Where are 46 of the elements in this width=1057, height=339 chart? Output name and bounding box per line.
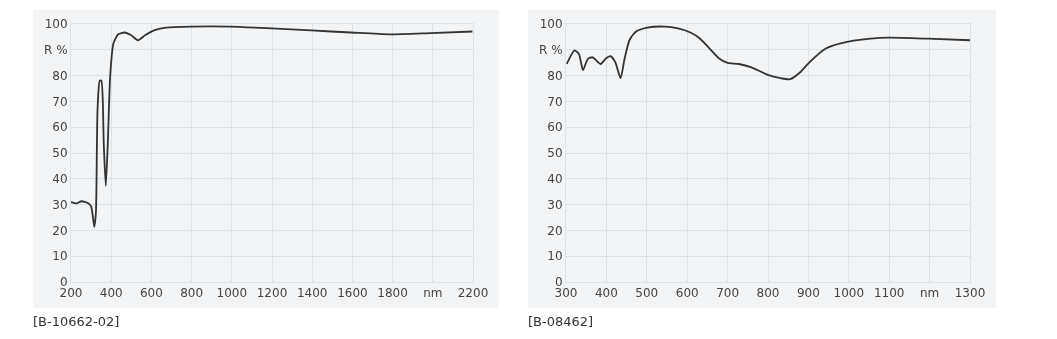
x-tick-label: 1200 bbox=[256, 286, 288, 301]
y-tick-label: 80 bbox=[547, 68, 563, 83]
x-tick-label: 400 bbox=[99, 286, 123, 301]
y-tick-label: 50 bbox=[547, 146, 563, 161]
x-tick-label: 1300 bbox=[954, 286, 986, 301]
x-tick-label: 400 bbox=[594, 286, 618, 301]
y-tick-label: 30 bbox=[52, 197, 68, 212]
y-tick-label: 10 bbox=[547, 249, 563, 264]
y-tick-label: R % bbox=[44, 43, 68, 57]
y-tick-label: 80 bbox=[52, 68, 68, 83]
y-tick-label: 40 bbox=[52, 172, 68, 186]
x-tick-label: 700 bbox=[716, 286, 740, 301]
line-series bbox=[566, 25, 970, 81]
y-tick-label: 70 bbox=[547, 94, 563, 109]
x-tick-label: 1000 bbox=[833, 286, 865, 301]
x-tick-label: 900 bbox=[796, 286, 820, 301]
x-tick-label: 600 bbox=[675, 286, 699, 301]
x-tick-label: 600 bbox=[139, 286, 163, 301]
y-tick-label: 20 bbox=[52, 223, 68, 238]
x-tick-label: 1000 bbox=[216, 286, 248, 301]
y-tick-label: 40 bbox=[547, 172, 563, 186]
y-tick-label: 60 bbox=[52, 120, 68, 135]
x-tick-label: 2200 bbox=[457, 286, 489, 301]
line-series bbox=[71, 25, 473, 228]
x-tick-label: 500 bbox=[635, 286, 659, 301]
x-tick-label: 800 bbox=[180, 286, 204, 301]
y-tick-label: 100 bbox=[539, 17, 563, 32]
x-tick-label: 1100 bbox=[873, 286, 905, 301]
y-tick-label: R % bbox=[539, 43, 563, 57]
y-tick-label: 60 bbox=[547, 120, 563, 135]
text: [B-10662-02] bbox=[33, 314, 121, 329]
x-tick-label: 200 bbox=[59, 286, 83, 301]
y-tick-label: 20 bbox=[547, 223, 563, 238]
x-tick-label: 1600 bbox=[337, 286, 368, 301]
x-tick-label: 300 bbox=[554, 286, 578, 301]
y-tick-label: 100 bbox=[44, 17, 68, 32]
text: [B-08462] bbox=[528, 314, 595, 329]
x-tick-label: 800 bbox=[756, 286, 780, 301]
y-tick-label: 70 bbox=[52, 94, 68, 109]
x-tick-label: 1800 bbox=[377, 286, 408, 301]
y-tick-label: 50 bbox=[52, 146, 68, 161]
x-tick-label: nm bbox=[423, 286, 443, 301]
y-tick-label: 30 bbox=[547, 197, 563, 212]
x-tick-label: nm bbox=[919, 286, 940, 301]
x-tick-label: 1400 bbox=[296, 286, 328, 301]
y-tick-label: 10 bbox=[52, 249, 68, 264]
